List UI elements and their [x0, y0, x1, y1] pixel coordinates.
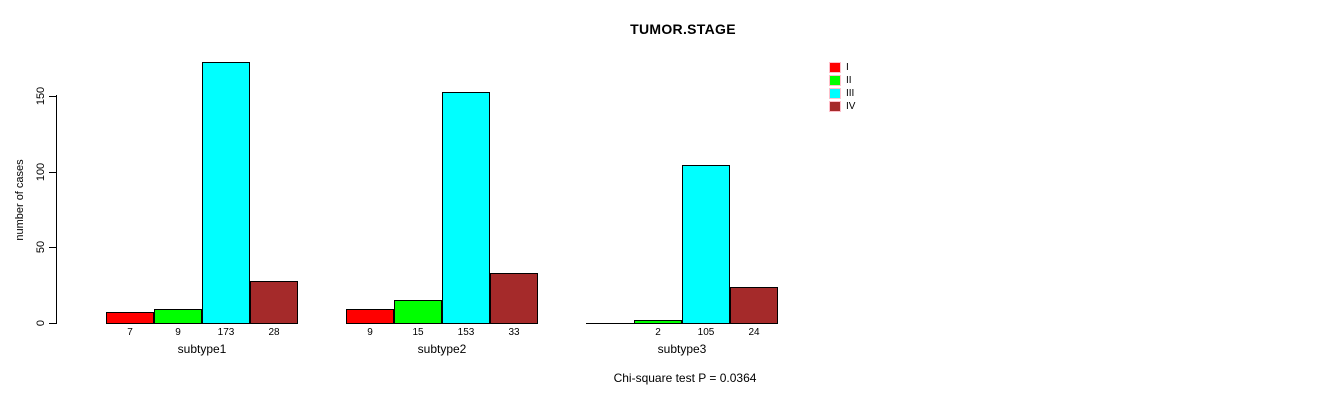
bar-value-label: 2	[655, 327, 661, 338]
bar-subtype1-stage-III	[202, 62, 250, 324]
bar-subtype3-stage-III	[682, 165, 730, 324]
bar-subtype1-stage-II	[154, 309, 202, 324]
bar-subtype3-stage-IV	[730, 287, 778, 324]
y-tick-label: 50	[35, 240, 47, 254]
bar-value-label: 9	[175, 327, 181, 338]
y-tick-mark	[49, 96, 57, 97]
legend-label: I	[846, 62, 849, 73]
category-label-subtype3: subtype3	[657, 342, 707, 356]
bar-subtype2-stage-I	[346, 309, 394, 324]
y-tick-mark	[49, 172, 57, 173]
y-tick-mark	[49, 323, 57, 324]
legend-item-II: II	[829, 74, 855, 87]
bar-subtype3-stage-I	[586, 323, 634, 324]
legend-item-I: I	[829, 61, 855, 74]
bar-value-label: 7	[127, 327, 133, 338]
y-tick-label: 100	[35, 162, 47, 182]
bar-value-label: 153	[457, 327, 475, 338]
bar-value-label: 33	[508, 327, 520, 338]
bar-value-label: 9	[367, 327, 373, 338]
legend-swatch-icon	[829, 101, 841, 112]
bar-subtype1-stage-I	[106, 312, 154, 324]
category-label-subtype2: subtype2	[417, 342, 467, 356]
bar-value-label: 28	[268, 327, 280, 338]
bar-value-label: 24	[748, 327, 760, 338]
legend-item-IV: IV	[829, 100, 855, 113]
bar-value-label: 105	[697, 327, 715, 338]
bar-value-label: 15	[412, 327, 424, 338]
bar-subtype1-stage-IV	[250, 281, 298, 324]
category-label-subtype1: subtype1	[177, 342, 227, 356]
y-axis-line	[56, 95, 57, 323]
legend-swatch-icon	[829, 88, 841, 99]
legend: I II III IV	[829, 61, 855, 113]
legend-label: III	[846, 88, 855, 99]
chart-title: TUMOR.STAGE	[630, 21, 736, 37]
bar-value-label: 173	[217, 327, 235, 338]
y-tick-mark	[49, 247, 57, 248]
bar-subtype2-stage-II	[394, 300, 442, 324]
legend-swatch-icon	[829, 62, 841, 73]
legend-label: IV	[846, 101, 856, 112]
bar-subtype3-stage-II	[634, 320, 682, 324]
legend-label: II	[846, 75, 852, 86]
legend-item-III: III	[829, 87, 855, 100]
y-axis-label: number of cases	[14, 159, 26, 241]
legend-swatch-icon	[829, 75, 841, 86]
bar-subtype2-stage-III	[442, 92, 490, 324]
bar-subtype2-stage-IV	[490, 273, 538, 324]
y-tick-label: 150	[35, 86, 47, 106]
y-tick-label: 0	[35, 319, 47, 327]
chi-square-annotation: Chi-square test P = 0.0364	[613, 371, 757, 385]
